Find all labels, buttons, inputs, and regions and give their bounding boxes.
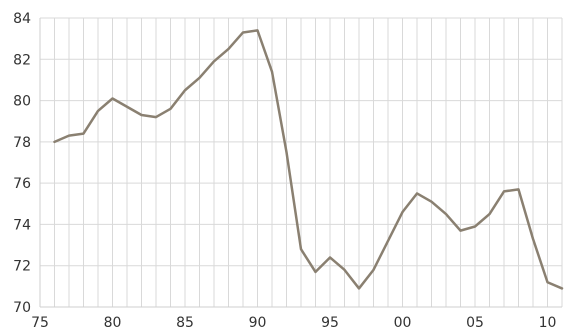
x-tick-label: 00 — [394, 315, 412, 331]
y-tick-label: 80 — [13, 94, 31, 110]
y-tick-label: 82 — [13, 52, 31, 68]
y-tick-label: 74 — [13, 217, 31, 233]
x-axis-ticks: 75 80 85 90 95 00 05 10 — [31, 315, 556, 331]
x-tick-label: 85 — [176, 315, 194, 331]
series-line — [53, 29, 564, 290]
y-tick-label: 84 — [13, 11, 31, 27]
chart-series — [53, 29, 564, 290]
x-tick-label: 10 — [539, 315, 557, 331]
x-tick-label: 95 — [321, 315, 339, 331]
y-tick-label: 78 — [13, 135, 31, 151]
y-tick-label: 72 — [13, 259, 31, 275]
x-tick-label: 80 — [104, 315, 122, 331]
x-tick-label: 75 — [31, 315, 49, 331]
chart-grid — [39, 17, 563, 308]
y-tick-label: 76 — [13, 176, 31, 192]
x-tick-label: 90 — [249, 315, 267, 331]
y-axis-ticks: 70 72 74 76 78 80 82 84 — [13, 11, 31, 316]
y-tick-label: 70 — [13, 300, 31, 316]
x-tick-label: 05 — [466, 315, 484, 331]
